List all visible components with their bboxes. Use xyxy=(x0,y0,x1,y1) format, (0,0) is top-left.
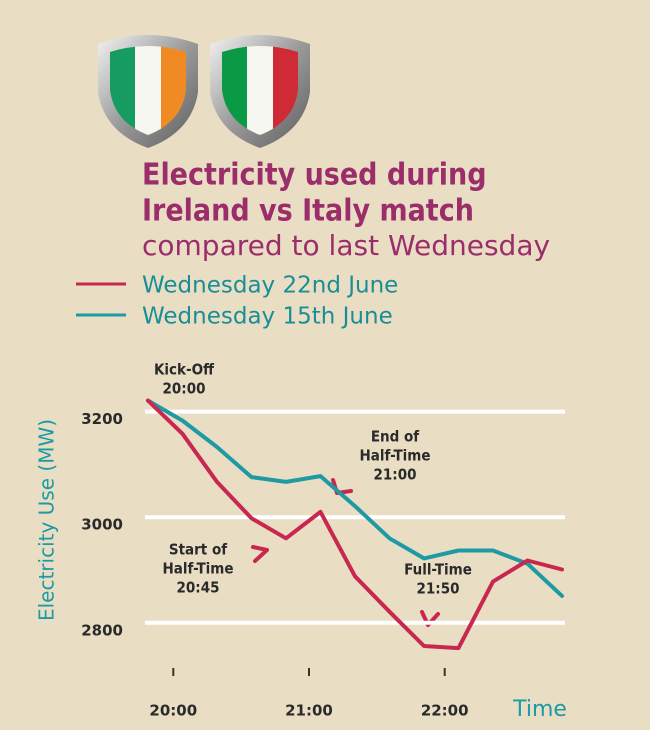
annotation: Full-Time xyxy=(404,561,472,579)
x-tick-label: 21:00 xyxy=(285,702,333,720)
x-axis-label: Time xyxy=(512,697,567,722)
y-tick-label: 3000 xyxy=(81,516,123,534)
annotation: Half-Time xyxy=(359,447,430,465)
italy-shield xyxy=(210,35,310,148)
arrow xyxy=(251,545,269,563)
title-line: Ireland vs Italy match xyxy=(142,194,474,229)
annotation: 21:00 xyxy=(374,466,417,484)
annotation: Kick-Off xyxy=(154,361,215,379)
y-tick-label: 3200 xyxy=(81,410,123,428)
series-line xyxy=(146,398,564,598)
annotation: End of xyxy=(371,428,419,446)
annotation: Half-Time xyxy=(162,560,233,578)
axes: 2800 3000 3200 20:00 21:00 22:00 xyxy=(81,409,565,720)
legend-label: Wednesday 15th June xyxy=(142,304,393,330)
legend-label: Wednesday 22nd June xyxy=(142,273,398,299)
x-tick-label: 22:00 xyxy=(421,702,469,720)
title-line: Electricity used during xyxy=(142,158,487,193)
annotation: 20:45 xyxy=(177,579,220,597)
x-tick-label: 20:00 xyxy=(149,702,197,720)
annotation: 21:50 xyxy=(417,580,460,598)
arrow xyxy=(420,610,440,627)
y-axis-label: Electricity Use (MW) xyxy=(35,419,59,621)
annotation: Start of xyxy=(169,541,227,559)
series-line xyxy=(146,398,564,651)
ireland-shield xyxy=(98,35,198,148)
subtitle: compared to last Wednesday xyxy=(142,229,550,262)
y-tick-label: 2800 xyxy=(81,621,123,639)
annotation: 20:00 xyxy=(163,380,206,398)
